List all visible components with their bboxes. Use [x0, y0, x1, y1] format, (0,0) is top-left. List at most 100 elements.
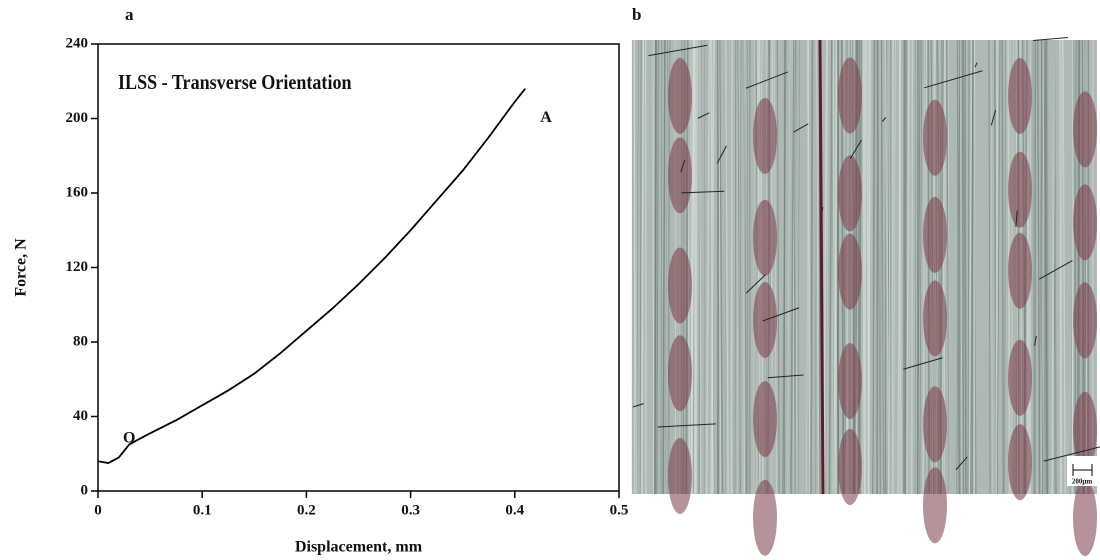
y-tick-label: 240: [66, 35, 89, 51]
fiber-streak: [872, 39, 876, 495]
fiber-streak: [917, 39, 921, 495]
fiber-streak: [815, 39, 818, 495]
tow-crossover: [1008, 151, 1032, 228]
fiber-streak: [828, 39, 833, 495]
fiber-streak: [734, 39, 737, 495]
fiber-streak: [969, 39, 974, 495]
fiber-streak: [664, 39, 668, 495]
y-tick-label: 0: [81, 482, 89, 498]
scratch: [849, 139, 862, 159]
scratch: [974, 62, 978, 68]
scale-bar-label: 200µm: [1072, 478, 1093, 486]
fiber-streak: [967, 39, 970, 495]
y-axis-label: Force, N: [13, 238, 30, 297]
fiber-streak: [794, 39, 798, 495]
tow-crossover: [838, 155, 862, 232]
scratch: [762, 307, 800, 322]
fiber-streak: [805, 39, 810, 495]
fiber-streak: [1036, 39, 1041, 495]
scratch: [1038, 260, 1073, 280]
fiber-streak: [690, 39, 695, 495]
fiber-streak: [1062, 39, 1066, 495]
fiber-streak: [968, 39, 973, 495]
tow-crossover: [1008, 232, 1032, 309]
tow-crossover: [838, 57, 862, 134]
tow-crossover: [753, 479, 777, 556]
fiber-streak: [642, 39, 644, 495]
scratch: [697, 112, 710, 119]
fiber-streak: [897, 39, 902, 495]
fiber-streak: [776, 39, 780, 495]
fiber-streak: [716, 39, 720, 495]
fiber-streak: [906, 39, 910, 495]
fiber-streak: [947, 39, 950, 495]
fiber-streak: [797, 39, 800, 495]
scratch: [1015, 210, 1018, 227]
panel-label: b: [632, 5, 641, 24]
fiber-streak: [893, 39, 896, 495]
fiber-streak: [908, 39, 911, 495]
fiber-streak: [656, 39, 659, 495]
fiber-streak: [653, 39, 657, 495]
fiber-streak: [694, 39, 696, 495]
tow-crossover: [753, 97, 777, 174]
tow-crossover: [1073, 282, 1097, 359]
fiber-streak: [911, 39, 914, 495]
fiber-streak: [822, 39, 828, 495]
fiber-streak: [870, 39, 874, 495]
fiber-streak: [1001, 39, 1004, 495]
tow-crossover: [753, 381, 777, 458]
fiber-line: [818, 39, 825, 495]
fiber-streak: [963, 39, 967, 495]
fiber-streak: [914, 39, 916, 495]
y-tick-label: 160: [66, 184, 89, 200]
fiber-streak: [651, 39, 655, 495]
scratch: [882, 117, 887, 122]
fiber-streak: [988, 39, 991, 495]
fiber-streak: [730, 39, 733, 495]
fiber-streak: [862, 39, 866, 495]
y-tick-label: 120: [66, 259, 89, 275]
fiber-streak: [705, 39, 711, 495]
chart-title: ILSS - Transverse Orientation: [118, 72, 352, 95]
x-axis-label: Displacement, mm: [295, 539, 423, 556]
scratch: [657, 423, 716, 428]
fiber-streak: [718, 39, 724, 495]
tow-crossover: [753, 199, 777, 276]
fiber-streak: [990, 39, 993, 495]
fiber-streak: [880, 39, 885, 495]
tow-crossover: [1008, 339, 1032, 416]
fiber-streak: [636, 39, 638, 495]
fiber-streak: [810, 39, 814, 495]
scratch: [680, 159, 686, 173]
tow-crossover: [668, 247, 692, 324]
fiber-streak: [868, 39, 871, 495]
fiber-streak: [919, 39, 922, 495]
y-tick-label: 200: [66, 110, 89, 126]
scratch: [745, 274, 766, 294]
scratch: [1043, 446, 1100, 462]
fiber-streak: [1034, 39, 1037, 495]
panel-label: a: [125, 5, 134, 24]
fiber-streak: [891, 39, 894, 495]
tow-crossover: [838, 429, 862, 506]
fiber-streak: [790, 39, 795, 495]
tow-crossover: [923, 196, 947, 273]
tow-crossover: [1008, 424, 1032, 501]
x-tick-label: 0.4: [505, 502, 524, 518]
fiber-streak: [1004, 39, 1006, 495]
fiber-streak: [995, 39, 999, 495]
tow-crossover: [1073, 184, 1097, 261]
fiber-streak: [884, 39, 890, 495]
fiber-streak: [996, 39, 1001, 495]
fiber-streak: [724, 39, 729, 495]
y-tick-label: 80: [73, 333, 88, 349]
scratch: [955, 456, 968, 471]
tow-crossover: [1073, 480, 1097, 557]
tow-crossover: [668, 57, 692, 134]
tow-crossover: [923, 467, 947, 544]
annotation: A: [540, 109, 552, 126]
y-tick-label: 40: [73, 408, 88, 424]
micrograph: [631, 36, 1100, 557]
